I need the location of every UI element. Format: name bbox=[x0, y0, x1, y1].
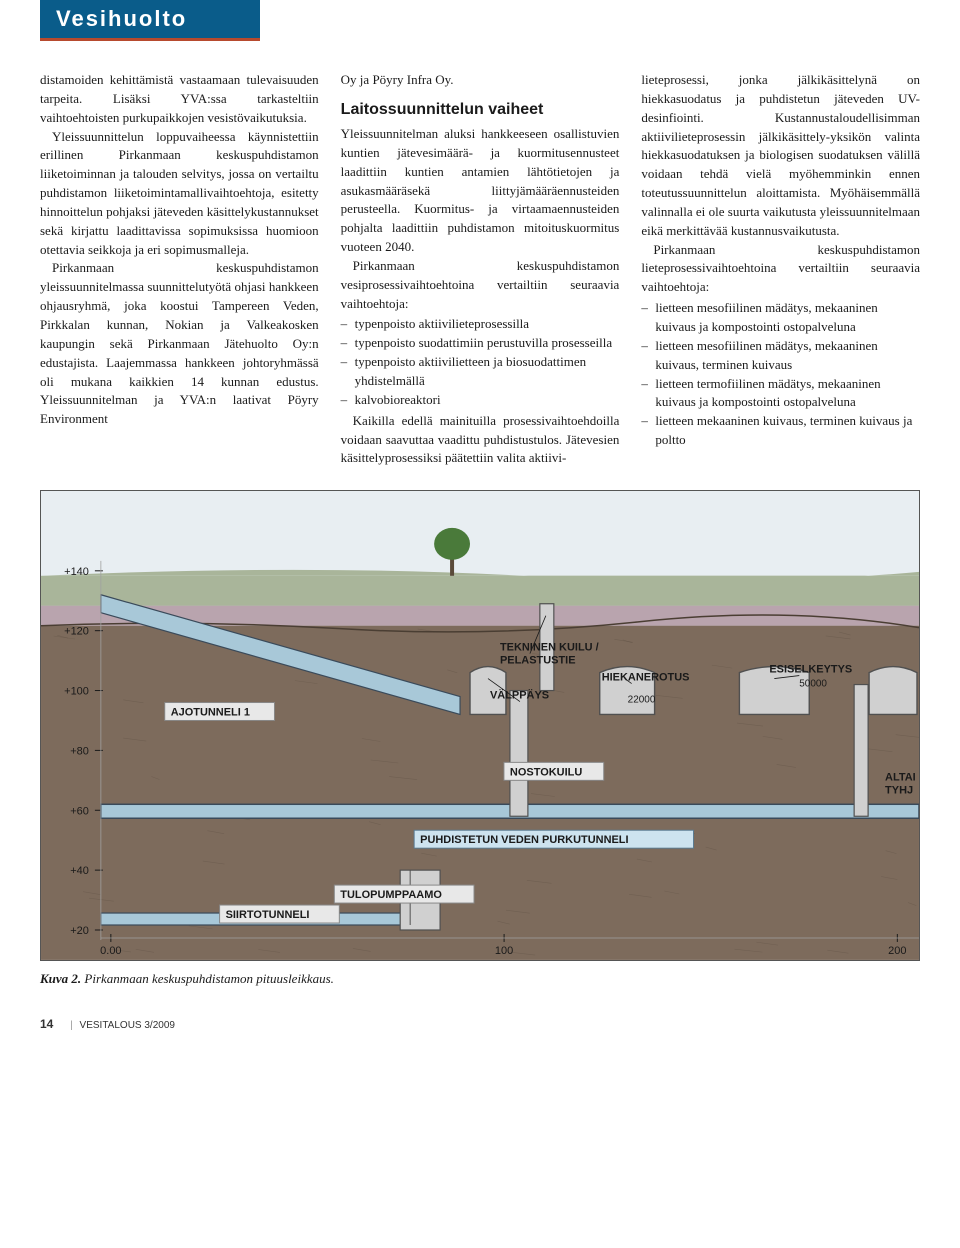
list-item: lietteen mekaaninen kuivaus, terminen ku… bbox=[641, 412, 920, 450]
caption-label: Kuva 2. bbox=[40, 971, 81, 986]
bullet-list: typenpoisto aktiivilieteprosessilla type… bbox=[341, 315, 620, 409]
paragraph: Yleissuunnittelun loppuvaiheessa käynnis… bbox=[40, 128, 319, 260]
paragraph: lieteprosessi, jonka jälkikäsittelynä on… bbox=[641, 71, 920, 241]
journal-issue: VESITALOUS 3/2009 bbox=[80, 1020, 175, 1031]
figure-cross-section: +140 +120 +100 +80 +60 +40 +20 0.00 100 200 AJOTUN… bbox=[40, 490, 920, 961]
list-item: lietteen mesofiilinen mädätys, mekaanine… bbox=[641, 299, 920, 337]
svg-text:+120: +120 bbox=[64, 626, 89, 638]
footer-separator: | bbox=[70, 1020, 73, 1031]
svg-text:+60: +60 bbox=[70, 805, 89, 817]
svg-text:+140: +140 bbox=[64, 566, 89, 578]
paragraph: Yleissuunnitelman aluksi hankkeeseen osa… bbox=[341, 125, 620, 257]
svg-text:+20: +20 bbox=[70, 925, 89, 937]
paragraph: distamoiden kehittämistä vastaamaan tule… bbox=[40, 71, 319, 128]
svg-text:+40: +40 bbox=[70, 865, 89, 877]
svg-text:TULOPUMPPAAMO: TULOPUMPPAAMO bbox=[340, 889, 442, 901]
svg-text:AJOTUNNELI 1: AJOTUNNELI 1 bbox=[171, 707, 250, 719]
column-3: lieteprosessi, jonka jälkikäsittelynä on… bbox=[641, 71, 920, 468]
svg-text:50000: 50000 bbox=[799, 679, 827, 690]
paragraph: Kaikilla edellä mainituilla prosessivaih… bbox=[341, 412, 620, 469]
list-item: typenpoisto suodattimiin perustuvilla pr… bbox=[341, 334, 620, 353]
svg-text:22000: 22000 bbox=[628, 695, 656, 706]
list-item: kalvobioreaktori bbox=[341, 391, 620, 410]
svg-text:SIIRTOTUNNELI: SIIRTOTUNNELI bbox=[226, 909, 310, 921]
svg-text:PELASTUSTIE: PELASTUSTIE bbox=[500, 655, 576, 667]
paragraph: Pirkanmaan keskuspuhdistamon lieteproses… bbox=[641, 241, 920, 298]
svg-text:ALTAI: ALTAI bbox=[885, 772, 916, 784]
svg-text:VÄLPPÄYS: VÄLPPÄYS bbox=[490, 689, 549, 702]
svg-text:0.00: 0.00 bbox=[100, 945, 121, 957]
svg-text:+100: +100 bbox=[64, 686, 89, 698]
section-header: Vesihuolto bbox=[40, 0, 260, 41]
figure-caption: Kuva 2. Pirkanmaan keskuspuhdistamon pit… bbox=[40, 971, 920, 987]
column-2: Oy ja Pöyry Infra Oy. Laitossuunnittelun… bbox=[341, 71, 620, 468]
svg-text:TEKNINEN KUILU /: TEKNINEN KUILU / bbox=[500, 642, 599, 654]
list-item: lietteen termofiilinen mädätys, mekaanin… bbox=[641, 375, 920, 413]
svg-text:100: 100 bbox=[495, 945, 513, 957]
article-body: distamoiden kehittämistä vastaamaan tule… bbox=[40, 71, 920, 468]
paragraph: Oy ja Pöyry Infra Oy. bbox=[341, 71, 620, 90]
list-item: lietteen mesofiilinen mädätys, mekaanine… bbox=[641, 337, 920, 375]
page-number: 14 bbox=[40, 1017, 53, 1031]
diagram-svg: +140 +120 +100 +80 +60 +40 +20 0.00 100 200 AJOTUN… bbox=[41, 491, 919, 960]
page-footer: 14 | VESITALOUS 3/2009 bbox=[40, 1017, 920, 1031]
svg-text:NOSTOKUILU: NOSTOKUILU bbox=[510, 767, 582, 779]
svg-text:TYHJ: TYHJ bbox=[885, 785, 913, 797]
column-1: distamoiden kehittämistä vastaamaan tule… bbox=[40, 71, 319, 468]
paragraph: Pirkanmaan keskuspuhdistamon vesiprosess… bbox=[341, 257, 620, 314]
caption-text: Pirkanmaan keskuspuhdistamon pituusleikk… bbox=[81, 971, 334, 986]
list-item: typenpoisto aktiivilietteen ja biosuodat… bbox=[341, 353, 620, 391]
bullet-list: lietteen mesofiilinen mädätys, mekaanine… bbox=[641, 299, 920, 450]
svg-text:HIEKANEROTUS: HIEKANEROTUS bbox=[602, 672, 690, 684]
svg-text:ESISELKEYTYS: ESISELKEYTYS bbox=[769, 664, 852, 676]
svg-text:+80: +80 bbox=[70, 746, 89, 758]
subheading: Laitossuunnittelun vaiheet bbox=[341, 98, 620, 121]
svg-text:200: 200 bbox=[888, 945, 906, 957]
list-item: typenpoisto aktiivilieteprosessilla bbox=[341, 315, 620, 334]
svg-text:PUHDISTETUN VEDEN PURKUTUNNELI: PUHDISTETUN VEDEN PURKUTUNNELI bbox=[420, 834, 628, 846]
paragraph: Pirkanmaan keskuspuhdistamon yleissuunni… bbox=[40, 259, 319, 429]
